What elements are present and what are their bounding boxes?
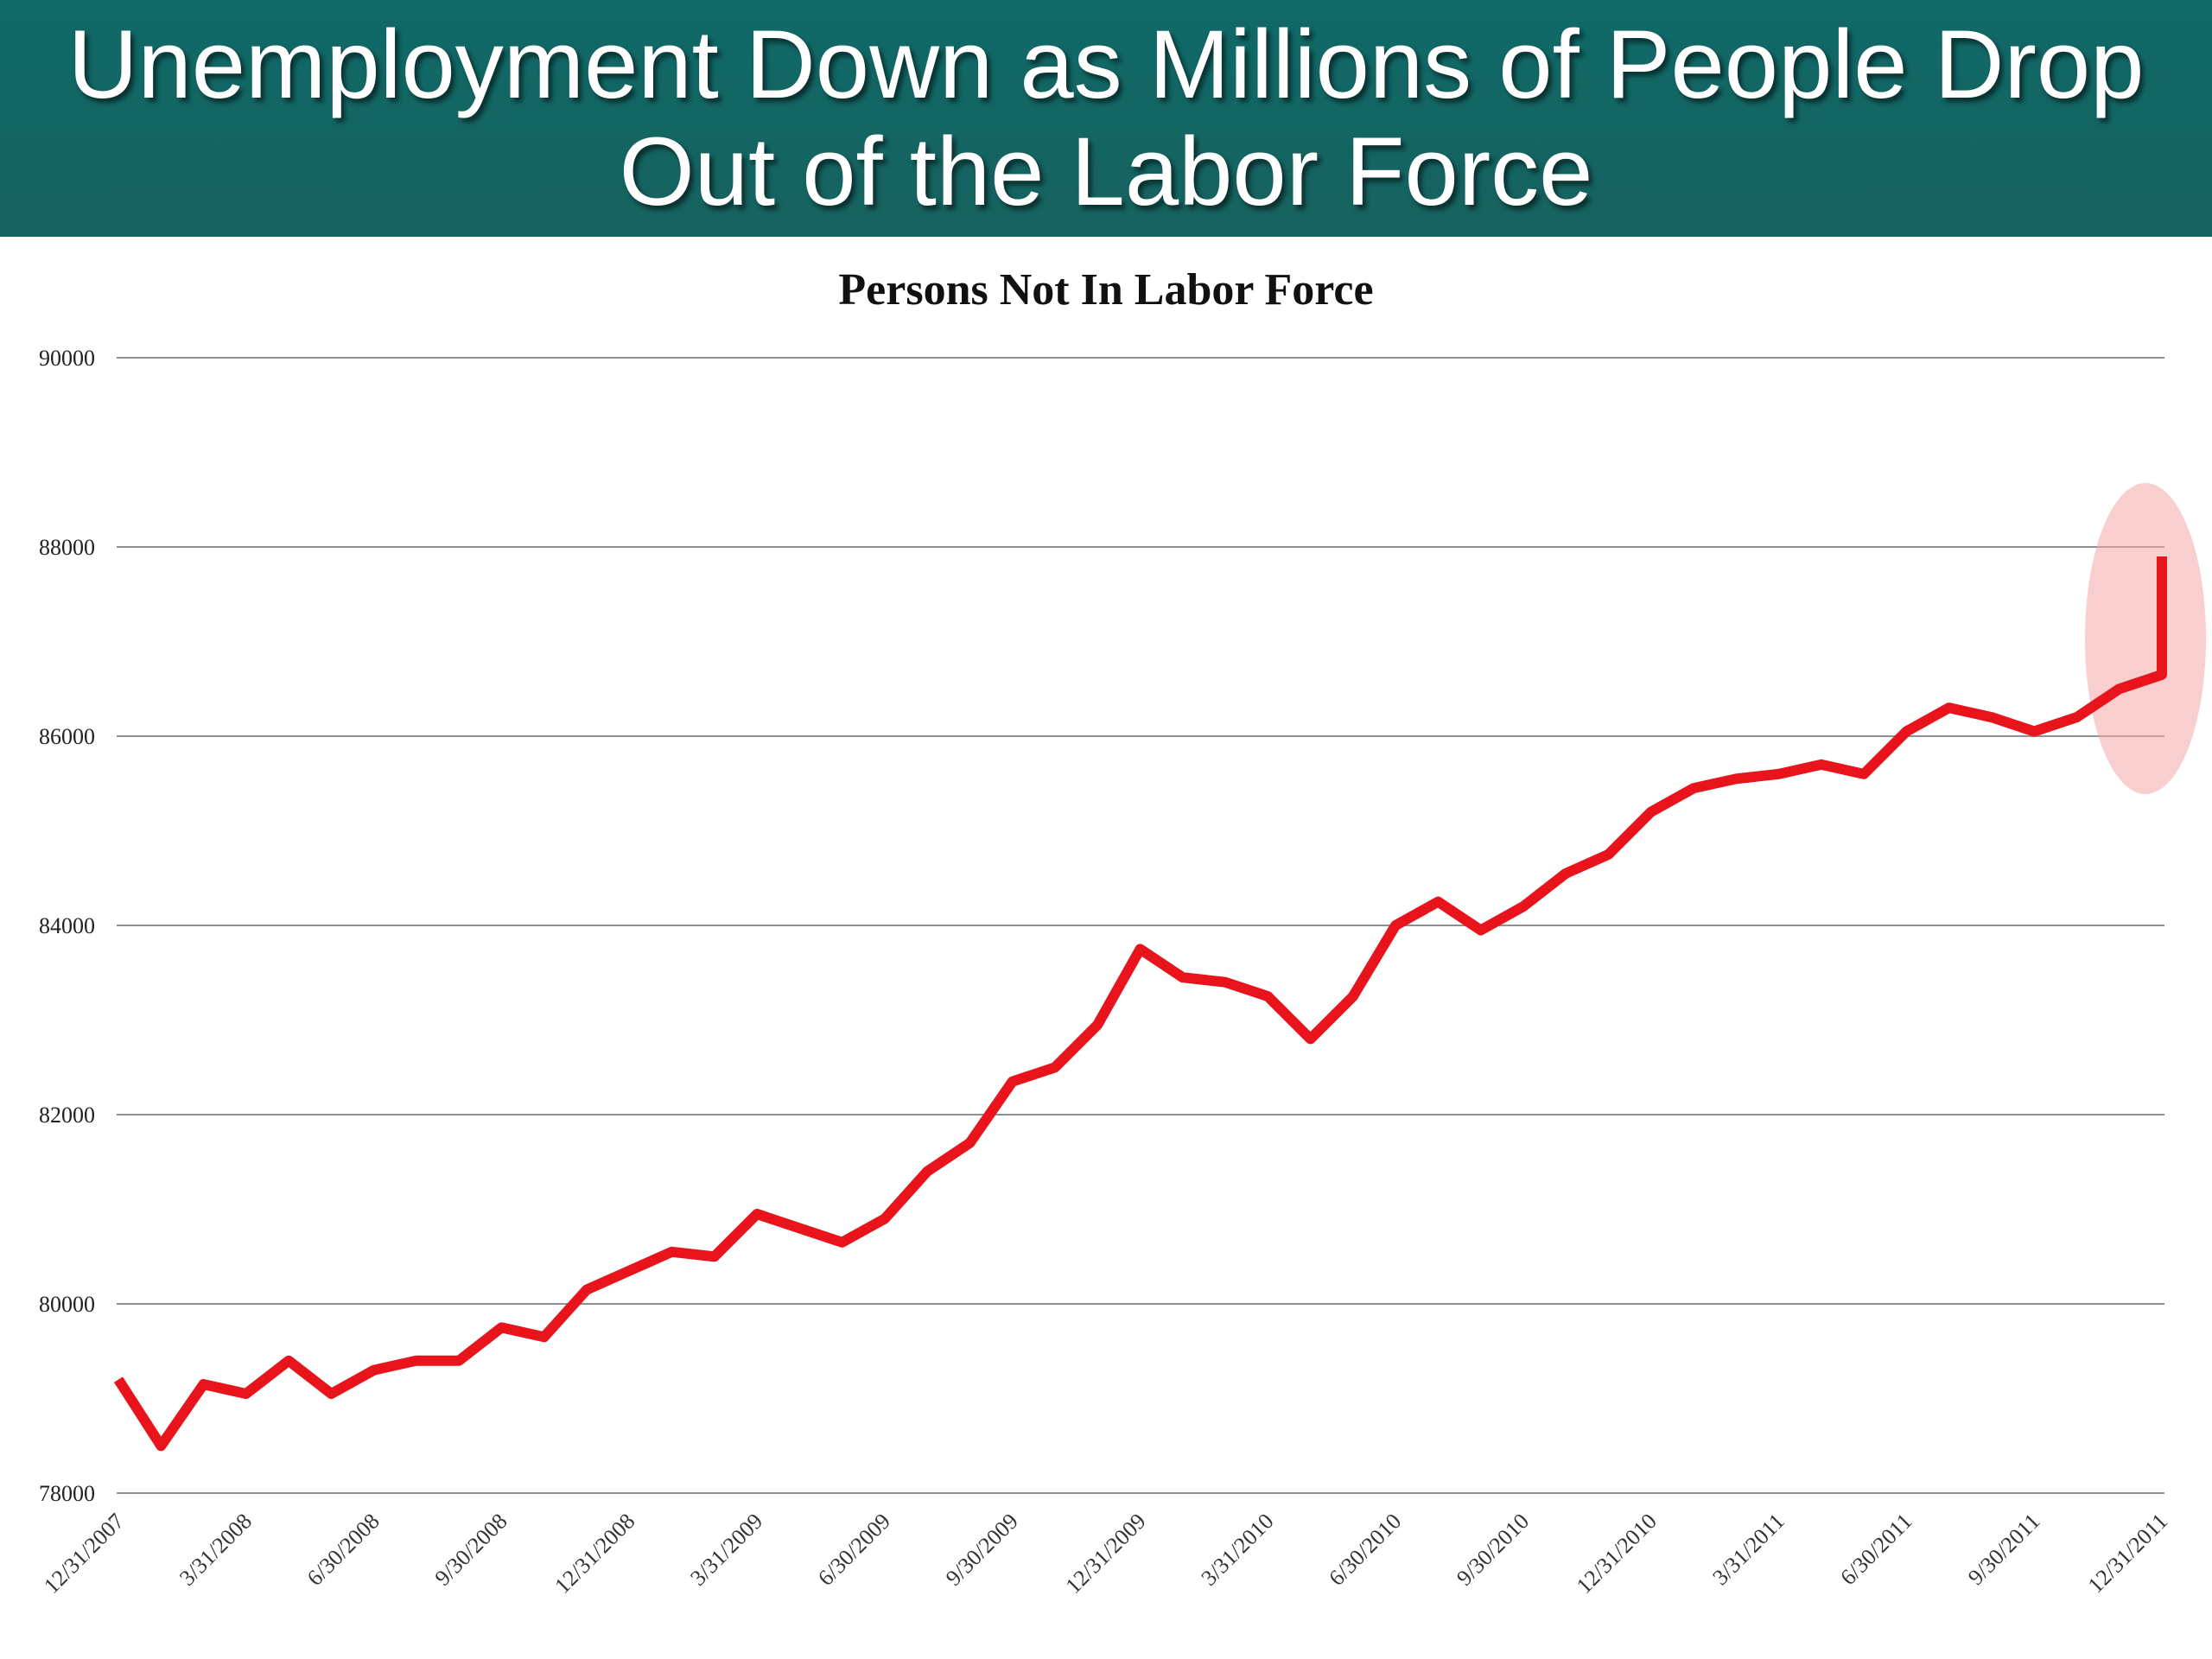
x-tick-label: 9/30/2010 (1452, 1509, 1534, 1591)
x-tick-label: 9/30/2008 (430, 1509, 512, 1591)
x-axis-ticks: 12/31/2007 3/31/2008 6/30/2008 9/30/2008 12/… (39, 1509, 2172, 1599)
chart-title: Persons Not In Labor Force (838, 265, 1373, 315)
x-tick-label: 3/31/2011 (1707, 1509, 1789, 1590)
y-tick-label: 78000 (39, 1481, 95, 1506)
x-tick-label: 6/30/2009 (813, 1509, 895, 1591)
x-tick-label: 12/31/2011 (2083, 1509, 2173, 1599)
x-tick-label: 3/31/2009 (685, 1509, 767, 1591)
y-tick-label: 84000 (39, 913, 95, 938)
series-line (113, 556, 2167, 1452)
y-axis-ticks: 78000 80000 82000 84000 86000 88000 90000 (39, 346, 95, 1506)
banner-title-line-1: Unemployment Down as Millions of People … (67, 10, 2145, 118)
x-tick-label: 12/31/2010 (1572, 1509, 1662, 1599)
y-tick-label: 90000 (39, 346, 95, 371)
x-tick-label: 3/31/2010 (1196, 1509, 1278, 1591)
x-tick-label: 6/30/2010 (1324, 1509, 1406, 1591)
x-tick-label: 9/30/2009 (941, 1509, 1023, 1591)
y-tick-label: 88000 (39, 535, 95, 560)
x-tick-label: 3/31/2008 (175, 1509, 257, 1591)
banner-title-line-2: Out of the Labor Force (619, 118, 1593, 226)
x-tick-label: 12/31/2009 (1060, 1509, 1150, 1599)
x-tick-label: 9/30/2011 (1963, 1509, 2044, 1590)
x-tick-label: 6/30/2008 (302, 1509, 385, 1591)
line-chart: Persons Not In Labor Force 78000 80000 820… (39, 265, 2206, 1599)
grid-lines (117, 357, 2164, 1494)
chart-area: Persons Not In Labor Force 78000 80000 820… (0, 237, 2212, 1659)
x-tick-label: 12/31/2007 (39, 1509, 129, 1599)
series-layer (113, 556, 2167, 1452)
x-tick-label: 6/30/2011 (1835, 1509, 1916, 1590)
x-tick-label: 12/31/2008 (550, 1509, 639, 1599)
y-tick-label: 82000 (39, 1103, 95, 1128)
y-tick-label: 80000 (39, 1292, 95, 1317)
y-tick-label: 86000 (39, 724, 95, 749)
title-banner: Unemployment Down as Millions of People … (0, 0, 2212, 237)
highlight-ellipse (2085, 483, 2206, 794)
highlight-layer (2085, 483, 2206, 794)
